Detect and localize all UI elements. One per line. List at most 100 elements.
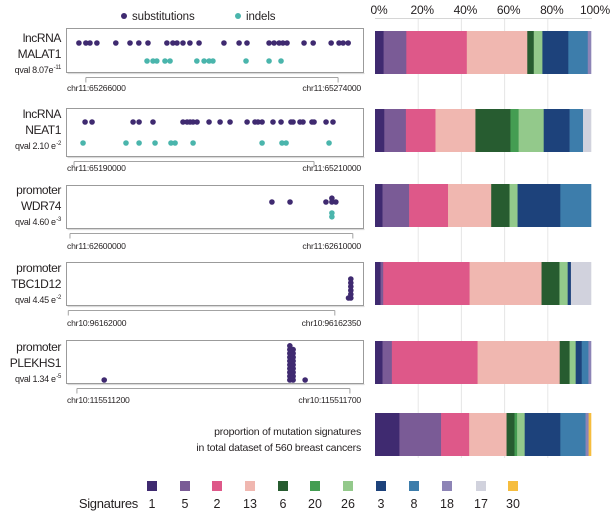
legend-label: 6	[279, 497, 287, 511]
substitution-dot	[333, 199, 339, 205]
substitution-dot	[290, 119, 296, 125]
bar-segment-signature-17	[583, 109, 592, 152]
legend-item-signature-18: 18	[440, 481, 454, 511]
substitution-dot	[269, 199, 275, 205]
substitution-dot	[113, 40, 119, 46]
signature-legend-title: Signatures	[78, 496, 138, 511]
legend-item-signature-30: 30	[506, 481, 520, 511]
region-type: promoter	[16, 261, 61, 275]
bar-segment-signature-1	[375, 31, 384, 74]
gene-name: PLEKHS1	[9, 356, 62, 370]
substitution-dot	[323, 199, 329, 205]
legend-swatch	[409, 481, 419, 491]
indel-dot	[167, 58, 173, 64]
bar-segment-signature-26	[518, 109, 544, 152]
indel-dot	[190, 140, 196, 146]
indel-dot	[326, 140, 332, 146]
legend-item-signature-13: 13	[243, 481, 257, 511]
bar-segment-signature-20	[510, 109, 519, 152]
substitution-dot	[345, 40, 351, 46]
substitution-dot	[87, 40, 93, 46]
track-label-tbc1d12: promoter TBC1D12 qval 4.45 e-2	[0, 260, 61, 308]
qval-text: qval 1.34 e	[15, 374, 56, 384]
region-type: promoter	[16, 340, 61, 354]
bar-segment-signature-8	[581, 341, 589, 384]
bar-segment-signature-5	[382, 341, 393, 384]
track-label-malat1: lncRNA MALAT1 qval 8.07e-11	[0, 30, 62, 78]
bar-segment-signature-2	[405, 109, 436, 152]
qval: qval 4.60 e-3	[0, 214, 61, 230]
legend-item-signature-1: 1	[147, 481, 157, 511]
track-frame	[66, 340, 364, 384]
substitution-dot	[227, 119, 233, 125]
indel-dot	[144, 58, 150, 64]
substitution-dot	[174, 40, 180, 46]
indel-dot	[266, 58, 272, 64]
substitution-dot	[270, 119, 276, 125]
bar-segment-signature-2	[406, 31, 468, 74]
qval-exponent: -3	[56, 217, 61, 223]
legend-swatch	[508, 481, 518, 491]
legend-item-signature-2: 2	[212, 481, 222, 511]
indel-dot	[329, 214, 335, 220]
gene-name: WDR74	[20, 199, 61, 213]
bar-segment-signature-6	[559, 341, 570, 384]
total-dataset-label-line2: in total dataset of 560 breast cancers	[196, 442, 361, 454]
bar-segment-signature-13	[435, 109, 476, 152]
indel-dot	[136, 140, 142, 146]
substitution-dot	[221, 40, 227, 46]
percent-tick-label: 0%	[370, 3, 388, 17]
indel-dot	[172, 140, 178, 146]
indel-dot	[194, 58, 200, 64]
bar-segment-signature-3	[543, 109, 570, 152]
legend-label: 20	[308, 497, 322, 511]
legend-swatch	[180, 481, 190, 491]
legend-item-signature-5: 5	[180, 481, 190, 511]
coordinate-start-label: chr11:62600000	[67, 241, 126, 251]
bar-segment-signature-13	[469, 262, 542, 305]
legend-label: 26	[341, 497, 355, 511]
bar-segment-signature-1	[375, 262, 381, 305]
indel-dot	[201, 58, 207, 64]
bar-segment-signature-1	[375, 413, 400, 456]
substitution-dot	[83, 40, 89, 46]
coordinate-end-label: chr11:65274000	[302, 83, 361, 93]
bar-segment-signature-3	[517, 184, 561, 227]
legend-substitutions: substitutions	[121, 10, 195, 24]
substitution-dot	[328, 40, 334, 46]
indel-dot	[123, 140, 129, 146]
indel-dot	[210, 58, 216, 64]
percent-tick-label: 40%	[453, 3, 478, 17]
track-frame	[66, 108, 364, 157]
substitution-dot	[236, 40, 242, 46]
legend-swatch	[212, 481, 222, 491]
indel-dot	[283, 140, 289, 146]
track-label-neat1: lncRNA NEAT1 qval 2.10 e-2	[0, 106, 61, 154]
substitution-dot	[287, 199, 293, 205]
legend-swatch	[442, 481, 452, 491]
legend-indels: indels	[235, 10, 276, 24]
substitution-dot	[136, 40, 142, 46]
track-label-wdr74: promoter WDR74 qval 4.60 e-3	[0, 182, 61, 230]
substitution-dot	[187, 40, 193, 46]
legend-substitutions-label: substitutions	[132, 11, 195, 23]
qval: qval 8.07e-11	[0, 62, 62, 78]
gene-name: MALAT1	[17, 47, 62, 61]
qval-text: qval 4.45 e	[15, 295, 56, 305]
bar-segment-signature-13	[466, 31, 528, 74]
bar-segment-signature-26	[509, 184, 518, 227]
qval-text: qval 8.07e	[14, 65, 54, 75]
substitution-dot	[329, 195, 335, 201]
legend-swatch	[476, 481, 486, 491]
substitution-dot	[130, 119, 136, 125]
indel-dot	[259, 140, 265, 146]
bar-segment-signature-13	[477, 341, 560, 384]
legend-item-signature-26: 26	[341, 481, 355, 511]
bar-segment-signature-17	[570, 262, 592, 305]
legend-swatch	[147, 481, 157, 491]
indel-dot	[168, 140, 174, 146]
legend-item-signature-6: 6	[278, 481, 288, 511]
track-label-plekhs1: promoter PLEKHS1 qval 1.34 e-5	[0, 339, 62, 387]
legend-swatch	[343, 481, 353, 491]
coordinate-start-label: chr10:115511200	[67, 395, 130, 405]
